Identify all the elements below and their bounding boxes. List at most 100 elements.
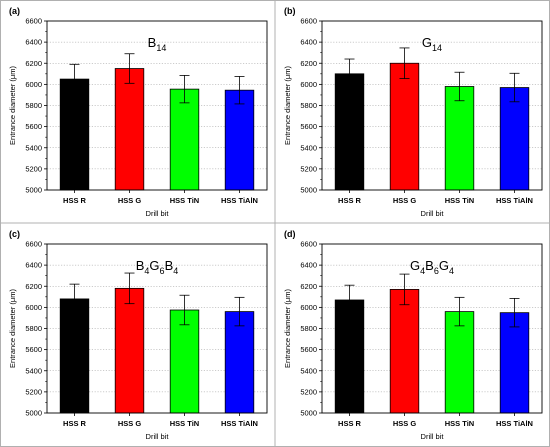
y-tick-label: 5400 xyxy=(300,143,317,152)
y-tick-label: 5400 xyxy=(300,366,317,375)
y-axis-label: Entrance diameter (μm) xyxy=(8,289,17,368)
y-tick-label: 5600 xyxy=(25,345,42,354)
y-axis-label: Entrance diameter (μm) xyxy=(8,66,17,145)
title-letter: G xyxy=(439,258,449,273)
y-tick-label: 6000 xyxy=(300,303,317,312)
x-tick-label: HSS G xyxy=(393,419,417,428)
x-tick-label: HSS TiAlN xyxy=(496,419,533,428)
title-subscript: 4 xyxy=(144,266,149,276)
x-tick-label: HSS R xyxy=(338,196,362,205)
y-tick-label: 6000 xyxy=(25,303,42,312)
bar xyxy=(444,311,475,414)
y-tick-label: 6600 xyxy=(25,17,42,26)
panel-title: B4G6B4 xyxy=(136,258,179,276)
y-tick-label: 6600 xyxy=(300,240,317,249)
bar xyxy=(224,311,255,414)
bar xyxy=(114,287,145,414)
x-tick-label: HSS G xyxy=(393,196,417,205)
x-tick-label: HSS R xyxy=(338,419,362,428)
y-tick-label: 5800 xyxy=(25,324,42,333)
title-letter: B xyxy=(136,258,145,273)
y-tick-label: 5400 xyxy=(25,366,42,375)
x-tick-label: HSS R xyxy=(63,419,87,428)
panel-label: (d) xyxy=(284,229,296,239)
bar xyxy=(499,312,530,414)
x-tick-label: HSS TiN xyxy=(445,196,474,205)
y-tick-label: 5800 xyxy=(300,101,317,110)
panel-title: G4B6G4 xyxy=(410,258,454,276)
y-tick-label: 5600 xyxy=(300,345,317,354)
x-tick-label: HSS R xyxy=(63,196,87,205)
title-subscript: 4 xyxy=(449,266,454,276)
x-tick-label: HSS TiN xyxy=(170,419,199,428)
x-tick-label: HSS TiAlN xyxy=(221,419,258,428)
title-letter: G xyxy=(410,258,420,273)
panel-title: G14 xyxy=(422,35,442,53)
panel-title: B14 xyxy=(148,35,167,53)
chart-panel-2: HSS R HSS G HSS TiN HSS TiAlN 5000 5200 5400 56… xyxy=(283,6,543,218)
y-tick-label: 5000 xyxy=(300,409,317,418)
x-tick-label: HSS TiN xyxy=(170,196,199,205)
x-axis-label: Drill bit xyxy=(146,209,170,218)
x-axis-label: Drill bit xyxy=(421,209,445,218)
y-tick-label: 5200 xyxy=(25,164,42,173)
bar xyxy=(114,68,145,191)
chart-panel-4: HSS R HSS G HSS TiN HSS TiAlN 5000 5200 5400 56… xyxy=(283,229,543,441)
bar xyxy=(389,62,420,191)
y-tick-label: 5600 xyxy=(300,122,317,131)
x-tick-label: HSS TiAlN xyxy=(496,196,533,205)
y-tick-label: 5800 xyxy=(300,324,317,333)
x-tick-label: HSS G xyxy=(118,419,142,428)
y-tick-label: 6000 xyxy=(300,80,317,89)
panel-label: (b) xyxy=(284,6,296,16)
title-letter: B xyxy=(148,35,157,50)
x-tick-label: HSS TiAlN xyxy=(221,196,258,205)
y-tick-label: 5200 xyxy=(300,164,317,173)
chart-panel-1: HSS R HSS G HSS TiN HSS TiAlN 5000 5200 5400 56… xyxy=(8,6,268,218)
x-tick-label: HSS G xyxy=(118,196,142,205)
title-letter: B xyxy=(425,258,434,273)
title-subscript: 4 xyxy=(420,266,425,276)
bar xyxy=(59,78,90,191)
bar xyxy=(169,309,200,414)
y-tick-label: 5800 xyxy=(25,101,42,110)
y-tick-label: 5000 xyxy=(25,186,42,195)
bar xyxy=(334,299,365,414)
y-tick-label: 6200 xyxy=(25,282,42,291)
chart-panel-3: HSS R HSS G HSS TiN HSS TiAlN 5000 5200 5400 56… xyxy=(8,229,268,441)
y-tick-label: 6600 xyxy=(300,17,317,26)
y-tick-label: 5200 xyxy=(25,387,42,396)
y-tick-label: 6400 xyxy=(300,261,317,270)
y-tick-label: 5200 xyxy=(300,387,317,396)
y-tick-label: 6200 xyxy=(300,282,317,291)
title-letter: B xyxy=(165,258,174,273)
x-axis-label: Drill bit xyxy=(146,432,170,441)
title-letter: G xyxy=(149,258,159,273)
y-tick-label: 6400 xyxy=(25,261,42,270)
bar xyxy=(499,87,530,191)
bar xyxy=(169,88,200,191)
y-tick-label: 5000 xyxy=(300,186,317,195)
y-axis-label: Entrance diameter (μm) xyxy=(283,289,292,368)
title-subscript: 6 xyxy=(160,266,165,276)
panel-label: (a) xyxy=(9,6,20,16)
y-tick-label: 6000 xyxy=(25,80,42,89)
y-tick-label: 6200 xyxy=(25,59,42,68)
bar xyxy=(334,73,365,191)
title-subscript: 14 xyxy=(432,43,442,53)
x-tick-label: HSS TiN xyxy=(445,419,474,428)
bar xyxy=(224,89,255,191)
y-tick-label: 5400 xyxy=(25,143,42,152)
y-tick-label: 6600 xyxy=(25,240,42,249)
title-letter: G xyxy=(422,35,432,50)
y-tick-label: 6400 xyxy=(300,38,317,47)
x-axis-label: Drill bit xyxy=(421,432,445,441)
y-tick-label: 5000 xyxy=(25,409,42,418)
title-subscript: 14 xyxy=(156,43,166,53)
title-subscript: 4 xyxy=(173,266,178,276)
y-tick-label: 6200 xyxy=(300,59,317,68)
y-tick-label: 5600 xyxy=(25,122,42,131)
bar xyxy=(444,86,475,191)
